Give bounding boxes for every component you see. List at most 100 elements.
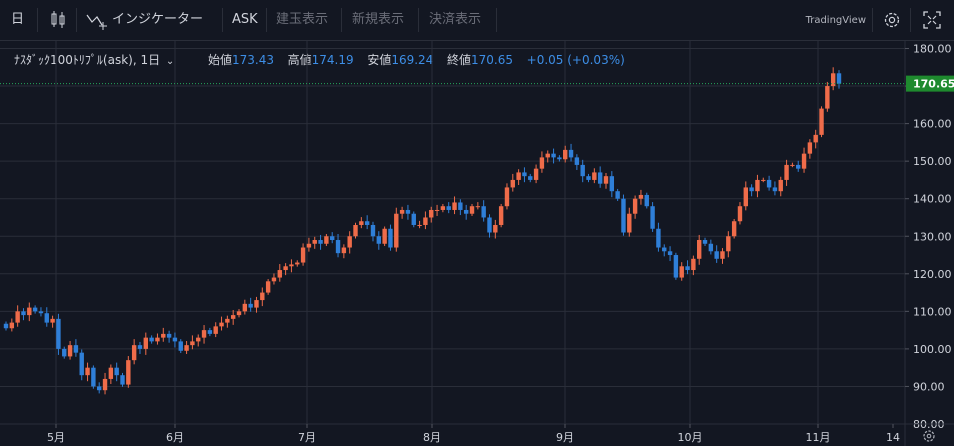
- time-tick-label: 14: [886, 431, 900, 444]
- candle-body: [225, 318, 230, 323]
- candle-body: [330, 236, 335, 241]
- candle: [638, 189, 644, 205]
- candle-body: [568, 149, 574, 158]
- candle: [615, 188, 620, 201]
- candle-body: [91, 367, 96, 387]
- price-chart[interactable]: 180.00170.00160.00150.00140.00130.00120.…: [0, 41, 954, 446]
- candle: [528, 173, 533, 183]
- candle-body: [673, 255, 679, 278]
- candle: [213, 322, 218, 338]
- candle-body: [813, 134, 818, 143]
- candle-body: [685, 266, 690, 271]
- candle-body: [714, 251, 719, 259]
- chart-legend: ﾅｽﾀﾞｯｸ100ﾄﾘﾌﾟﾙ(ask), 1日 ⌄ 始値173.43 高値174…: [14, 51, 625, 68]
- candle-body: [679, 266, 684, 278]
- candle: [27, 302, 32, 322]
- candle: [207, 327, 213, 337]
- candle: [388, 224, 393, 251]
- candle-body: [108, 367, 114, 379]
- candle: [737, 202, 743, 225]
- candle: [265, 279, 271, 295]
- candle: [662, 244, 667, 257]
- high-value: 174.19: [311, 53, 354, 67]
- candle-body: [32, 307, 38, 312]
- candle-body: [62, 348, 67, 357]
- candle-body: [749, 187, 754, 192]
- chevron-down-icon[interactable]: ⌄: [165, 56, 175, 67]
- close-label: 終値: [446, 53, 471, 67]
- candle: [452, 196, 457, 215]
- indicators-icon[interactable]: [86, 0, 108, 40]
- candle: [62, 346, 67, 359]
- candle-body: [481, 206, 486, 218]
- candle-body: [44, 313, 49, 323]
- candle-body: [650, 206, 655, 229]
- candle: [131, 339, 137, 365]
- candle-body: [271, 277, 277, 282]
- candle-body: [743, 187, 748, 207]
- open-value: 173.43: [231, 53, 274, 67]
- candle-body: [755, 179, 760, 192]
- candle-body: [819, 108, 824, 135]
- candle: [498, 203, 504, 228]
- candle: [749, 184, 754, 197]
- candle-body: [196, 337, 201, 342]
- candle: [504, 183, 510, 210]
- symbol-name[interactable]: ﾅｽﾀﾞｯｸ100ﾄﾘﾌﾟﾙ(ask), 1日: [14, 53, 161, 67]
- candle: [836, 70, 842, 89]
- open-label: 始値: [207, 53, 232, 67]
- candle-body: [510, 179, 515, 188]
- gear-icon[interactable]: [881, 0, 903, 40]
- candle-body: [85, 367, 90, 376]
- candle-body: [254, 300, 259, 308]
- candle: [15, 305, 20, 327]
- candle: [726, 231, 731, 258]
- interval-button[interactable]: 日: [11, 12, 25, 27]
- candle: [277, 264, 282, 282]
- price-tick-label: 100.00: [913, 343, 952, 356]
- candle: [632, 195, 638, 219]
- candle-body: [15, 311, 20, 323]
- candle-body: [341, 247, 347, 254]
- candle-body: [825, 86, 830, 109]
- candle-body: [201, 330, 207, 338]
- candle: [656, 222, 661, 252]
- candle-body: [463, 209, 469, 214]
- candle-body: [219, 322, 224, 327]
- candle: [691, 255, 696, 276]
- candle: [557, 155, 562, 162]
- candle: [260, 287, 265, 307]
- candle-body: [353, 224, 358, 237]
- candle: [283, 263, 288, 276]
- toolbar-divider: [872, 8, 873, 32]
- candle: [248, 297, 253, 312]
- time-tick-label: 6月: [166, 431, 184, 444]
- position-display-button[interactable]: 建玉表示: [276, 12, 329, 27]
- settle-display-button[interactable]: 決済表示: [429, 12, 482, 27]
- candle-body: [137, 345, 143, 349]
- candle: [702, 237, 708, 247]
- candle: [807, 139, 813, 159]
- candle-body: [761, 179, 766, 181]
- candle: [230, 310, 236, 325]
- candle-body: [161, 333, 166, 338]
- fullscreen-icon[interactable]: [922, 0, 942, 40]
- candle: [353, 222, 358, 239]
- candle: [685, 260, 690, 275]
- candle: [370, 221, 376, 242]
- candle-body: [423, 217, 428, 225]
- new-order-display-button[interactable]: 新規表示: [352, 12, 405, 27]
- candle: [9, 318, 15, 332]
- candle: [120, 372, 125, 387]
- candle-body: [609, 176, 615, 192]
- candle: [236, 309, 242, 318]
- last-price-label: 170.65: [913, 78, 954, 91]
- ask-button[interactable]: ASK: [232, 12, 258, 27]
- candle: [423, 211, 428, 230]
- candle-style-icon[interactable]: [49, 0, 67, 40]
- indicators-button[interactable]: インジケーター: [112, 12, 204, 27]
- candle-body: [295, 262, 300, 265]
- candle: [161, 327, 166, 342]
- candle-body: [56, 318, 61, 349]
- time-axis: 5月 6月 7月 8月 9月 10月 11月 14: [0, 423, 954, 444]
